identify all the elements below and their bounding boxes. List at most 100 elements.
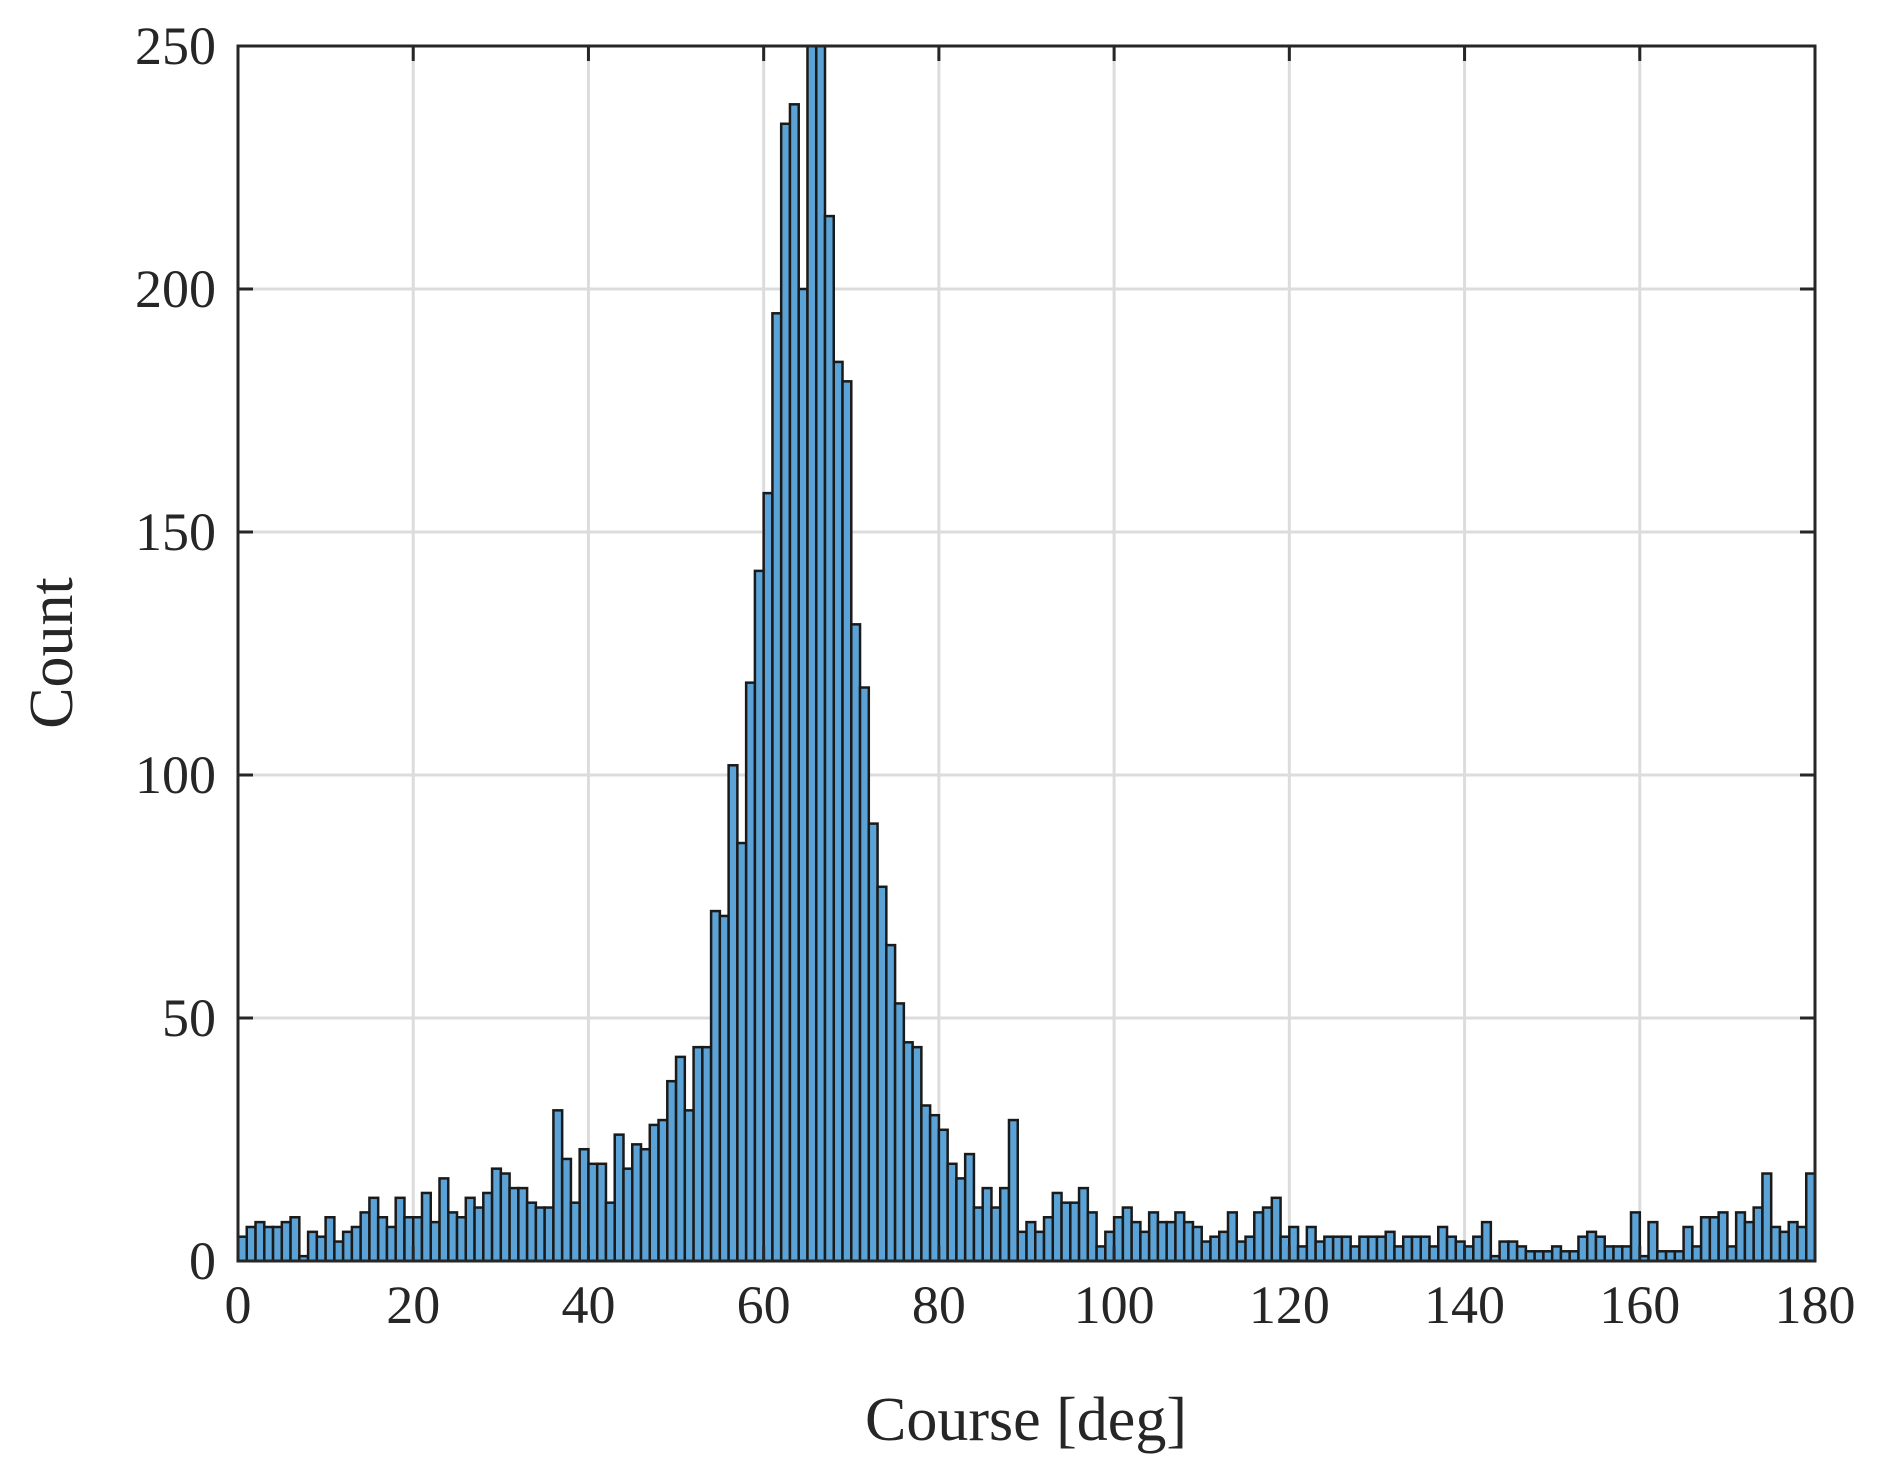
bar — [893, 1002, 906, 1261]
bar — [376, 1216, 389, 1261]
bar — [1358, 1235, 1370, 1261]
bar — [613, 1133, 625, 1261]
bar — [517, 1186, 529, 1261]
bar — [1594, 1235, 1606, 1261]
bar — [963, 1152, 976, 1261]
bar — [692, 1045, 704, 1261]
x-tick-label: 100 — [1074, 1275, 1155, 1335]
bar — [736, 841, 748, 1261]
bar — [438, 1177, 450, 1261]
bar — [1393, 1245, 1405, 1261]
bar — [928, 1113, 941, 1261]
bar — [1121, 1206, 1133, 1261]
x-axis-label: Course [deg] — [865, 1386, 1187, 1454]
bar — [981, 1186, 993, 1261]
x-tick-label: 120 — [1249, 1275, 1330, 1335]
bar — [245, 1225, 257, 1261]
bar — [779, 122, 792, 1261]
bar — [1410, 1235, 1423, 1261]
bar — [631, 1143, 643, 1261]
bar — [1200, 1240, 1212, 1261]
bar — [998, 1186, 1011, 1261]
bar — [333, 1240, 345, 1261]
axes: 0 20 40 60 80 100 120 140 160 180 0 50 100 150 200 250 — [135, 16, 1856, 1335]
bar — [315, 1235, 327, 1261]
bar — [429, 1220, 441, 1261]
bar — [525, 1201, 538, 1261]
x-tick-label: 20 — [386, 1275, 440, 1335]
bar — [1708, 1216, 1720, 1261]
bar — [1726, 1245, 1738, 1261]
bar — [1217, 1230, 1230, 1261]
plot-frame — [236, 44, 1817, 1263]
bar — [1060, 1201, 1072, 1261]
bar — [1787, 1220, 1799, 1261]
y-tick-label: 50 — [162, 988, 216, 1048]
y-tick-label: 0 — [189, 1231, 216, 1291]
x-tick-label: 0 — [225, 1275, 252, 1335]
bar — [1437, 1225, 1449, 1261]
bar — [727, 764, 739, 1261]
bar — [1007, 1118, 1019, 1261]
bar — [263, 1225, 275, 1261]
bar — [1349, 1245, 1361, 1261]
bar — [1752, 1206, 1764, 1261]
bar — [1209, 1235, 1221, 1261]
x-tick-label: 140 — [1424, 1275, 1505, 1335]
bar — [604, 1201, 616, 1261]
bar — [1314, 1240, 1326, 1261]
bar — [841, 380, 853, 1261]
bar — [1340, 1235, 1352, 1261]
bar — [1498, 1240, 1510, 1261]
bar — [1612, 1245, 1624, 1261]
bar — [1235, 1240, 1247, 1261]
bar — [499, 1172, 511, 1261]
bars — [238, 46, 1815, 1261]
bar — [560, 1157, 573, 1261]
bar — [1761, 1172, 1773, 1261]
bar — [1095, 1245, 1107, 1261]
y-tick-label: 100 — [135, 745, 216, 805]
bar — [1480, 1220, 1493, 1261]
bar — [955, 1177, 967, 1261]
bar — [350, 1225, 362, 1261]
bar — [718, 914, 730, 1261]
bar — [666, 1079, 678, 1261]
bar — [762, 491, 774, 1261]
bar — [683, 1109, 695, 1261]
bar — [394, 1196, 406, 1261]
bar — [482, 1191, 494, 1261]
bar — [578, 1147, 590, 1261]
bar — [1366, 1235, 1379, 1261]
bar — [648, 1123, 660, 1261]
bar — [490, 1167, 503, 1261]
bar — [701, 1045, 713, 1261]
bar — [858, 686, 871, 1261]
bar — [1042, 1216, 1055, 1261]
x-tick-label: 60 — [737, 1275, 791, 1335]
y-tick-label: 150 — [135, 502, 216, 562]
bar — [674, 1055, 687, 1261]
bar — [709, 909, 722, 1261]
bar — [1445, 1235, 1458, 1261]
bar — [1270, 1196, 1282, 1261]
bar — [639, 1147, 652, 1261]
bar — [289, 1216, 301, 1261]
bar — [508, 1186, 520, 1261]
bar — [876, 885, 888, 1261]
bar — [1147, 1211, 1160, 1261]
bar — [788, 103, 800, 1261]
y-tick-label: 200 — [135, 259, 216, 319]
bar — [1253, 1211, 1265, 1261]
bar — [1226, 1211, 1239, 1261]
bar — [543, 1206, 555, 1261]
bar — [1550, 1245, 1563, 1261]
bar — [1191, 1225, 1203, 1261]
bar — [473, 1206, 485, 1261]
bar — [622, 1167, 634, 1261]
bar — [1305, 1225, 1317, 1261]
x-tick-label: 180 — [1775, 1275, 1856, 1335]
bar — [1507, 1240, 1519, 1261]
bar — [920, 1104, 932, 1261]
